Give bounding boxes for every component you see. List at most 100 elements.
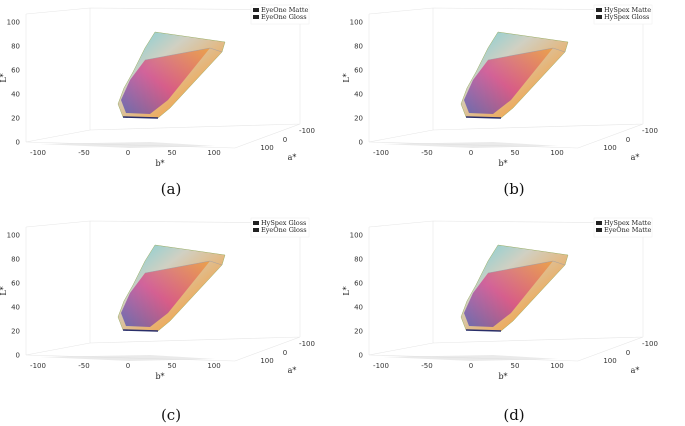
l-tick-label: 20: [354, 115, 363, 123]
b-tick-label: -100: [30, 362, 46, 370]
a-axis-label: a*: [288, 153, 297, 162]
l-tick-label: 0: [16, 139, 20, 147]
b-tick-label: 50: [511, 362, 520, 370]
figure-panel-a: 0 20 40 60 80 100 L* -100 -50 0 50 100 b* -100 0 100 a* E…: [0, 0, 342, 213]
a-tick-label: 100: [260, 357, 273, 365]
gamut-shadow: [40, 142, 215, 148]
b-axis-label: b*: [155, 159, 164, 168]
axis-box: [368, 220, 644, 362]
legend-entry: EyeOne Matte: [261, 6, 308, 14]
b-tick-label: 50: [511, 149, 520, 157]
a-tick-label: -100: [299, 340, 315, 348]
l-tick-label: 60: [354, 280, 363, 288]
l-tick-label: 60: [354, 67, 363, 75]
gamut-plot-a: 0 20 40 60 80 100 L* -100 -50 0 50 100 b* -100 0 100 a* E…: [0, 4, 315, 168]
l-tick-label: 60: [11, 67, 20, 75]
legend-swatch: [596, 15, 602, 19]
b-axis-label: b*: [498, 372, 507, 381]
legend-entry: HySpex Matte: [604, 219, 651, 227]
b-tick-label: -50: [78, 362, 89, 370]
a-tick-label: 100: [260, 144, 273, 152]
b-tick-label: -100: [373, 362, 389, 370]
b-tick-label: 100: [550, 149, 563, 157]
b-axis-label: b*: [498, 159, 507, 168]
figure-panel-d: 0 20 40 60 80 100 L* -100 -50 0 50 100 b* -100 0 100 a* H…: [342, 213, 685, 426]
l-tick-label: 100: [350, 19, 363, 27]
legend-swatch: [253, 8, 259, 12]
figure-panel-c: 0 20 40 60 80 100 L* -100 -50 0 50 100 b* -100 0 100 a* H…: [0, 213, 342, 426]
a-axis-label: a*: [631, 366, 640, 375]
b-tick-label: -50: [421, 149, 432, 157]
legend-swatch: [596, 8, 602, 12]
gamut-plot-d: 0 20 40 60 80 100 L* -100 -50 0 50 100 b* -100 0 100 a* H…: [342, 217, 658, 381]
l-tick-label: 100: [7, 19, 20, 27]
l-tick-label: 0: [359, 352, 363, 360]
l-tick-label: 40: [354, 91, 363, 99]
caption-a: (a): [160, 180, 182, 198]
l-axis-label: L*: [0, 286, 8, 295]
legend-entry: EyeOne Gloss: [261, 226, 307, 234]
b-tick-label: 0: [469, 362, 473, 370]
a-tick-label: 0: [283, 349, 287, 357]
gamut-solid: [460, 244, 569, 332]
a-tick-label: -100: [642, 127, 658, 135]
a-tick-label: 100: [603, 144, 616, 152]
b-tick-label: -100: [30, 149, 46, 157]
b-tick-label: 50: [168, 149, 177, 157]
gamut-shadow: [383, 142, 558, 148]
b-tick-label: 0: [469, 149, 473, 157]
caption-b: (b): [503, 180, 525, 198]
legend-swatch: [596, 221, 602, 225]
legend-entry: EyeOne Matte: [604, 226, 651, 234]
legend-swatch: [253, 15, 259, 19]
b-tick-label: 100: [550, 362, 563, 370]
legend-swatch: [253, 221, 259, 225]
legend-entry: HySpex Gloss: [261, 219, 306, 227]
a-tick-label: -100: [299, 127, 315, 135]
a-axis-label: a*: [631, 153, 640, 162]
b-tick-label: 0: [126, 149, 130, 157]
l-tick-label: 0: [16, 352, 20, 360]
l-tick-label: 20: [354, 328, 363, 336]
a-tick-label: 0: [626, 349, 630, 357]
b-tick-label: 0: [126, 362, 130, 370]
b-tick-label: -100: [373, 149, 389, 157]
l-tick-label: 80: [354, 43, 363, 51]
b-tick-label: -50: [421, 362, 432, 370]
b-tick-label: 50: [168, 362, 177, 370]
gamut-solid: [117, 244, 226, 332]
l-tick-label: 60: [11, 280, 20, 288]
legend-entry: EyeOne Gloss: [261, 13, 307, 21]
gamut-solid: [117, 31, 226, 119]
l-tick-label: 100: [350, 232, 363, 240]
gamut-shadow: [40, 355, 215, 361]
figure-panel-b: 0 20 40 60 80 100 L* -100 -50 0 50 100 b* -100 0 100 a* H…: [342, 0, 685, 213]
b-axis-label: b*: [155, 372, 164, 381]
l-axis-label: L*: [342, 73, 351, 82]
l-tick-label: 40: [11, 91, 20, 99]
a-tick-label: 100: [603, 357, 616, 365]
b-tick-label: -50: [78, 149, 89, 157]
l-tick-label: 40: [354, 304, 363, 312]
gamut-plot-b: 0 20 40 60 80 100 L* -100 -50 0 50 100 b* -100 0 100 a* H…: [342, 4, 658, 168]
axis-box: [25, 7, 301, 149]
b-tick-label: 100: [207, 362, 220, 370]
l-tick-label: 20: [11, 328, 20, 336]
legend-entry: HySpex Gloss: [604, 13, 649, 21]
l-tick-label: 100: [7, 232, 20, 240]
a-tick-label: 0: [283, 136, 287, 144]
axis-box: [368, 7, 644, 149]
a-axis-label: a*: [288, 366, 297, 375]
l-tick-label: 80: [11, 256, 20, 264]
legend-swatch: [596, 228, 602, 232]
l-tick-label: 80: [11, 43, 20, 51]
l-tick-label: 0: [359, 139, 363, 147]
gamut-solid: [460, 31, 569, 119]
a-tick-label: -100: [642, 340, 658, 348]
l-tick-label: 40: [11, 304, 20, 312]
l-axis-label: L*: [0, 73, 8, 82]
axis-box: [25, 220, 301, 362]
l-tick-label: 20: [11, 115, 20, 123]
